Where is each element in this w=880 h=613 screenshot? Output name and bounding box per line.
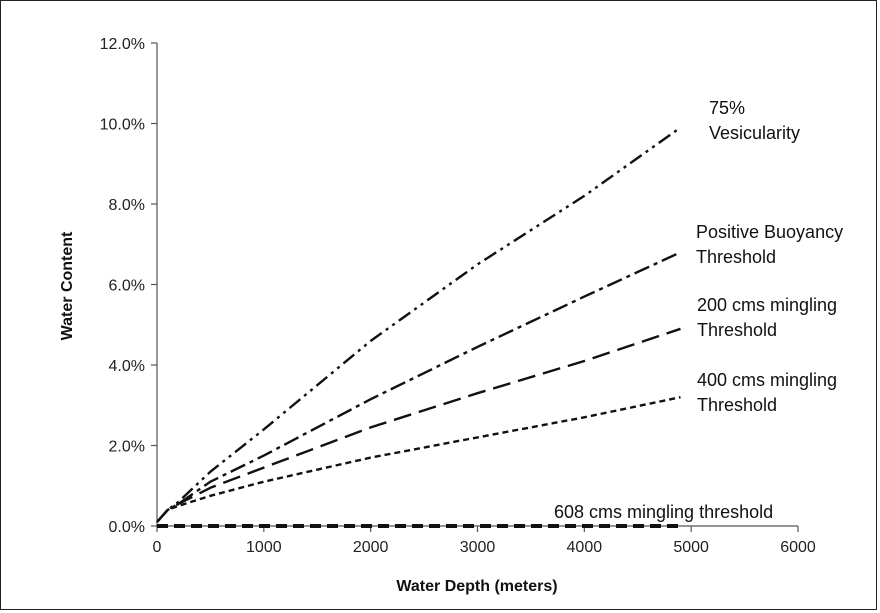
x-tick-label: 4000	[567, 539, 603, 556]
y-axis-title: Water Content	[59, 231, 76, 340]
annotation-4-line-2: Threshold	[697, 395, 777, 415]
annotation-3-line-1: 200 cms mingling	[697, 295, 837, 315]
annotation-1-line-2: Vesicularity	[709, 123, 800, 143]
x-tick-label: 0	[153, 539, 162, 556]
x-axis-title: Water Depth (meters)	[396, 578, 557, 595]
series-line-2	[156, 251, 682, 523]
series-annotations: 75% Vesicularity Positive Buoyancy Threshol…	[554, 98, 843, 522]
y-tick-label: 0.0%	[109, 519, 145, 536]
x-tick-label: 5000	[673, 539, 709, 556]
y-tick-label: 8.0%	[109, 197, 145, 214]
annotation-2-line-1: Positive Buoyancy	[696, 222, 843, 242]
x-tick-label: 2000	[353, 539, 389, 556]
annotation-3-line-2: Threshold	[697, 320, 777, 340]
annotation-4-line-1: 400 cms mingling	[697, 370, 837, 390]
y-tick-label: 10.0%	[100, 117, 145, 134]
x-tick-label: 6000	[780, 539, 816, 556]
annotation-1-line-1: 75%	[709, 98, 745, 118]
series-line-3	[156, 327, 681, 523]
y-tick-label: 12.0%	[100, 36, 145, 53]
axes	[156, 43, 798, 527]
y-tick-label: 4.0%	[109, 358, 145, 375]
x-tick-label: 1000	[246, 539, 282, 556]
annotation-2-line-2: Threshold	[696, 247, 776, 267]
tick-labels: 0.0% 2.0% 4.0% 6.0% 8.0% 10.0% 12.0% 0 1000 2000 3…	[100, 36, 816, 556]
x-tick-label: 3000	[460, 539, 496, 556]
series-line-1	[156, 126, 682, 523]
y-tick-label: 6.0%	[109, 278, 145, 295]
annotation-5-line-1: 608 cms mingling threshold	[554, 502, 773, 522]
series-lines	[156, 126, 682, 528]
y-tick-label: 2.0%	[109, 439, 145, 456]
